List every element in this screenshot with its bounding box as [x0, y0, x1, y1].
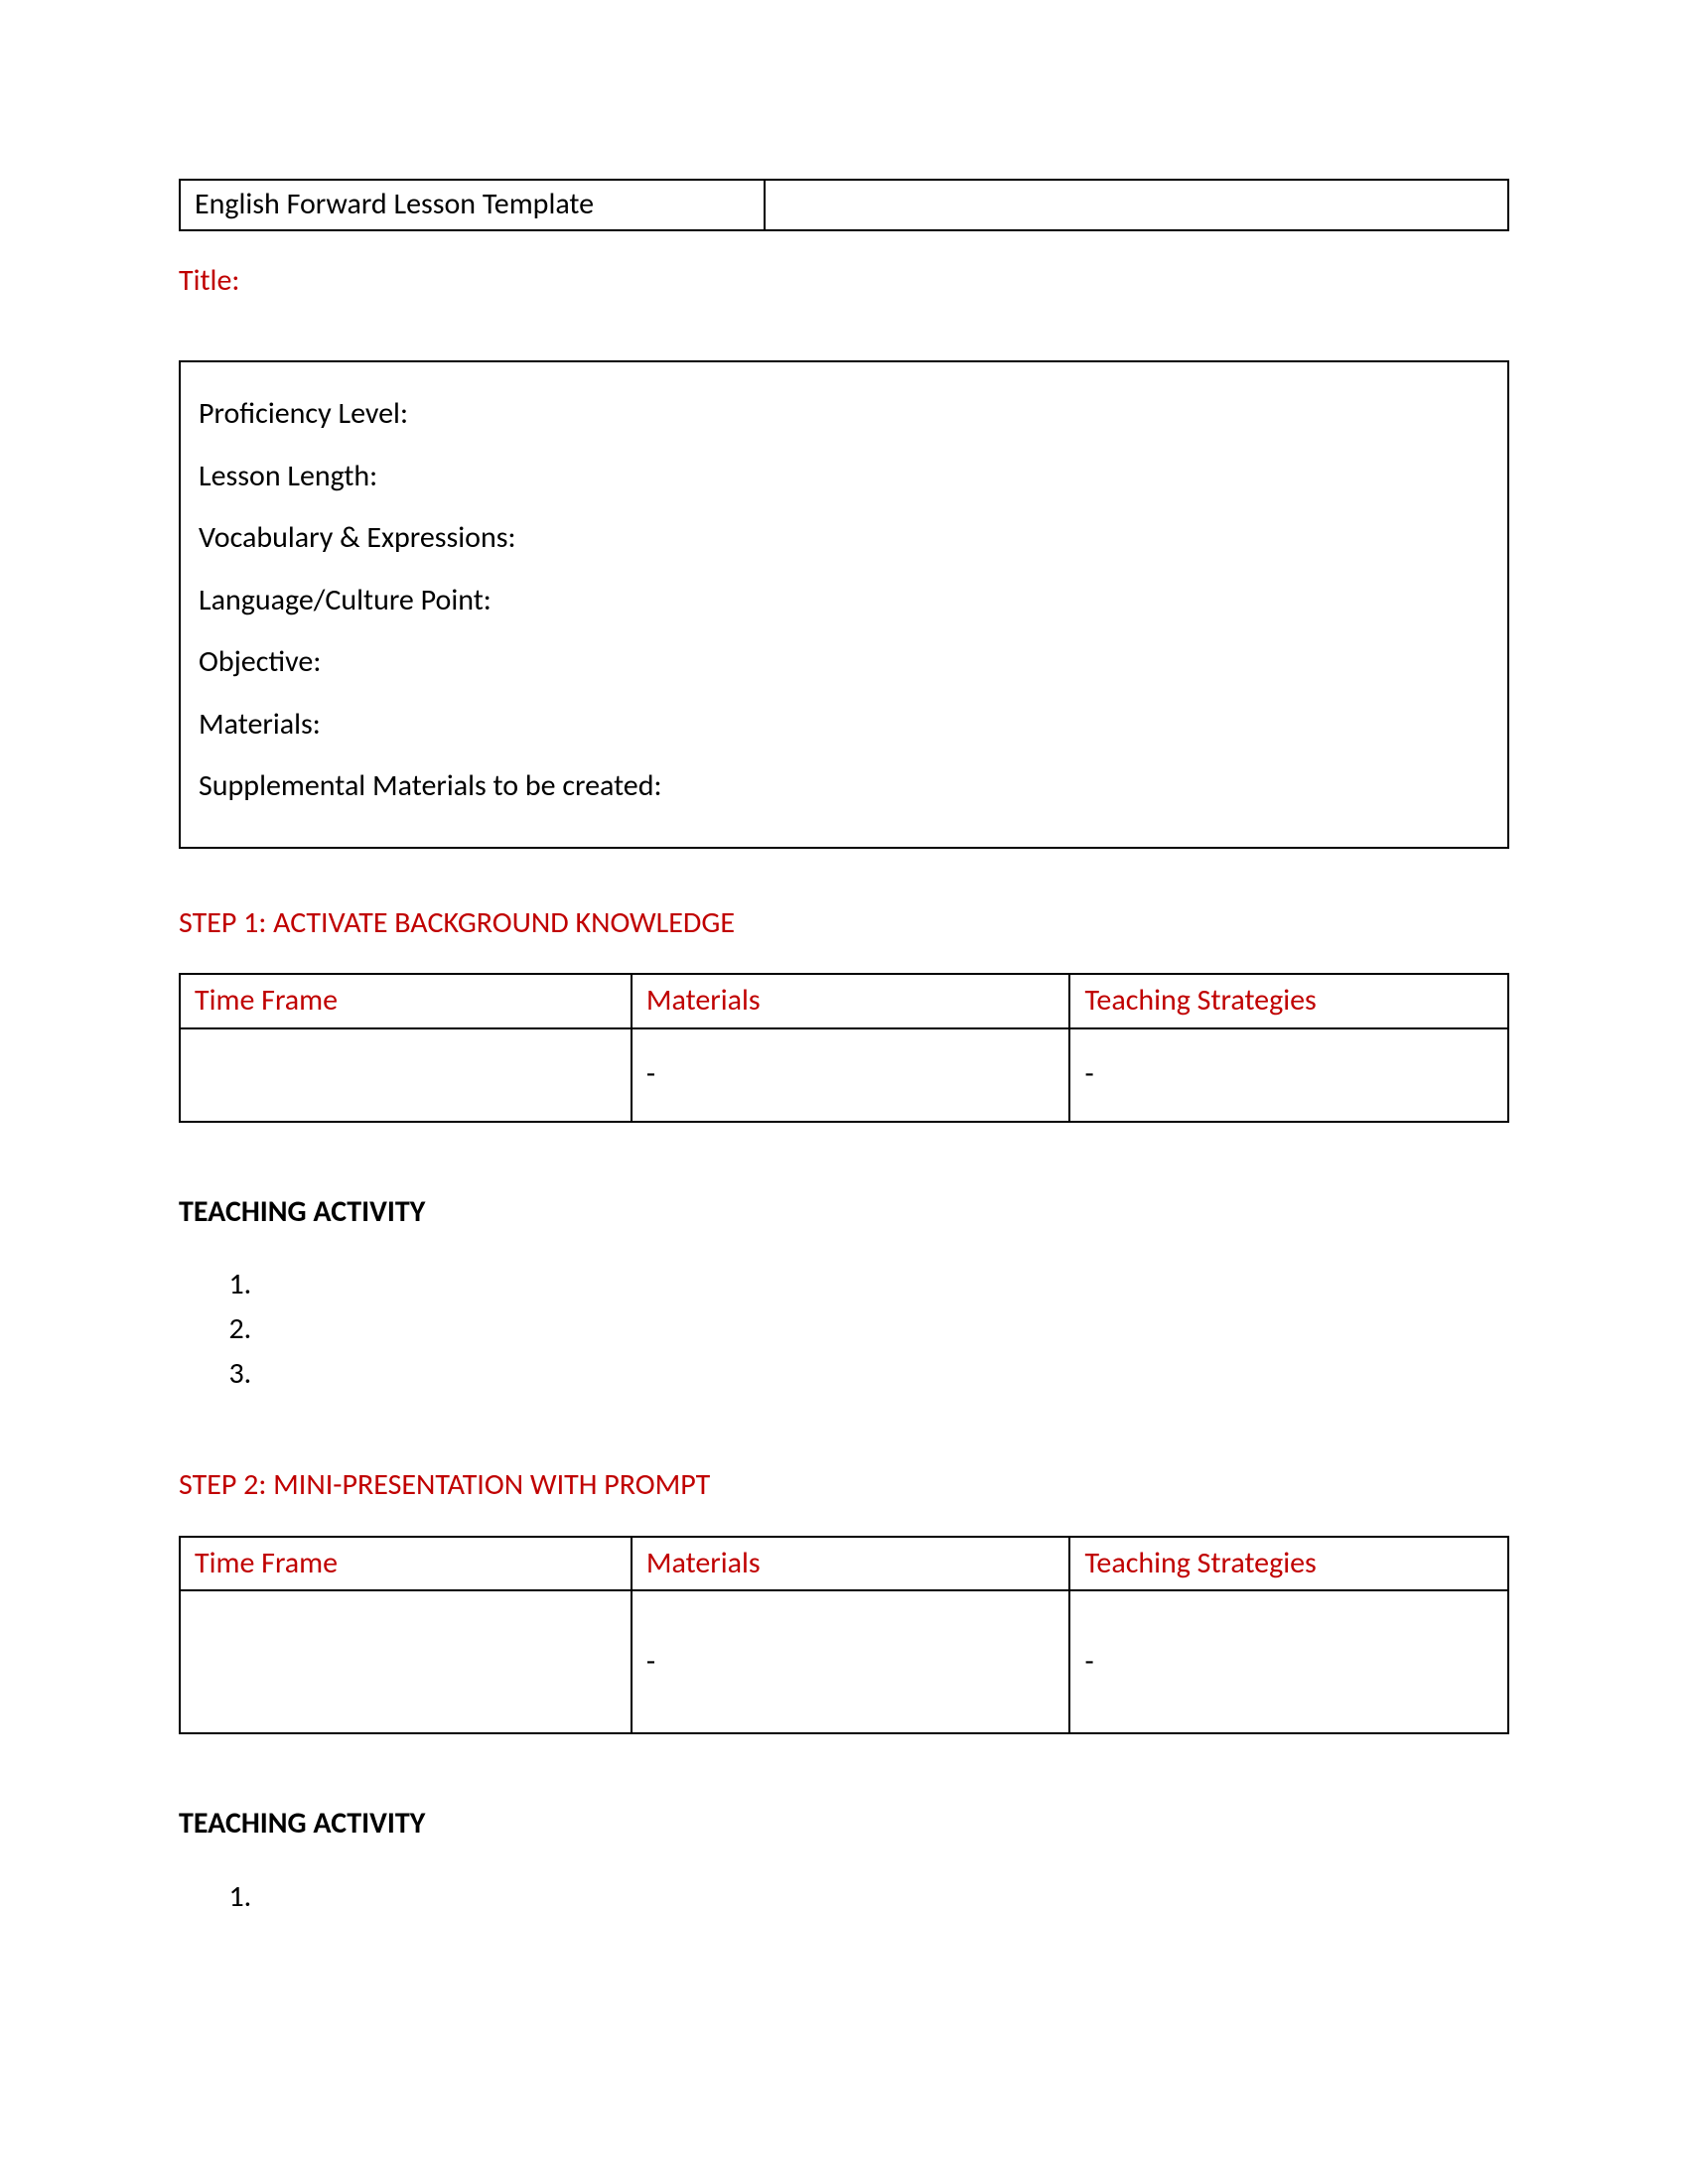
info-field: Vocabulary & Expressions:	[199, 518, 1489, 559]
table-header-materials: Materials	[632, 974, 1070, 1028]
header-left-cell: English Forward Lesson Template	[180, 180, 765, 230]
info-box: Proficiency Level: Lesson Length: Vocabu…	[179, 360, 1509, 849]
step-2-timeframe-cell	[180, 1590, 632, 1733]
title-label: Title:	[179, 261, 1509, 302]
list-item	[258, 1351, 1509, 1396]
document-page: English Forward Lesson Template Title: P…	[0, 0, 1688, 2184]
info-field: Proficiency Level:	[199, 394, 1489, 435]
step-1-activity-list	[228, 1262, 1509, 1396]
step-1-heading: STEP 1: ACTIVATE BACKGROUND KNOWLEDGE	[179, 903, 1509, 944]
step-2-strategies-cell: -	[1069, 1590, 1508, 1733]
header-table: English Forward Lesson Template	[179, 179, 1509, 231]
list-item	[258, 1874, 1509, 1919]
header-left-text: English Forward Lesson Template	[195, 186, 594, 222]
teaching-activity-heading-2: TEACHING ACTIVITY	[179, 1804, 1509, 1844]
step-2-materials-cell: -	[632, 1590, 1070, 1733]
list-item	[258, 1262, 1509, 1306]
list-item	[258, 1306, 1509, 1351]
info-field: Language/Culture Point:	[199, 581, 1489, 621]
info-field: Supplemental Materials to be created:	[199, 766, 1489, 807]
step-1-materials-cell: -	[632, 1028, 1070, 1122]
table-header-strategies: Teaching Strategies	[1069, 1537, 1508, 1591]
teaching-activity-heading-1: TEACHING ACTIVITY	[179, 1192, 1509, 1233]
info-field: Materials:	[199, 705, 1489, 746]
step-1-table: Time Frame Materials Teaching Strategies…	[179, 973, 1509, 1123]
info-field: Lesson Length:	[199, 457, 1489, 497]
table-header-strategies: Teaching Strategies	[1069, 974, 1508, 1028]
step-2-heading: STEP 2: MINI-PRESENTATION WITH PROMPT	[179, 1465, 1509, 1506]
table-header-timeframe: Time Frame	[180, 974, 632, 1028]
step-2-activity-list	[228, 1874, 1509, 1919]
table-header-materials: Materials	[632, 1537, 1070, 1591]
step-1-timeframe-cell	[180, 1028, 632, 1122]
step-1-strategies-cell: -	[1069, 1028, 1508, 1122]
step-2-table: Time Frame Materials Teaching Strategies…	[179, 1536, 1509, 1735]
info-field: Objective:	[199, 642, 1489, 683]
header-right-cell	[765, 180, 1508, 230]
table-header-timeframe: Time Frame	[180, 1537, 632, 1591]
